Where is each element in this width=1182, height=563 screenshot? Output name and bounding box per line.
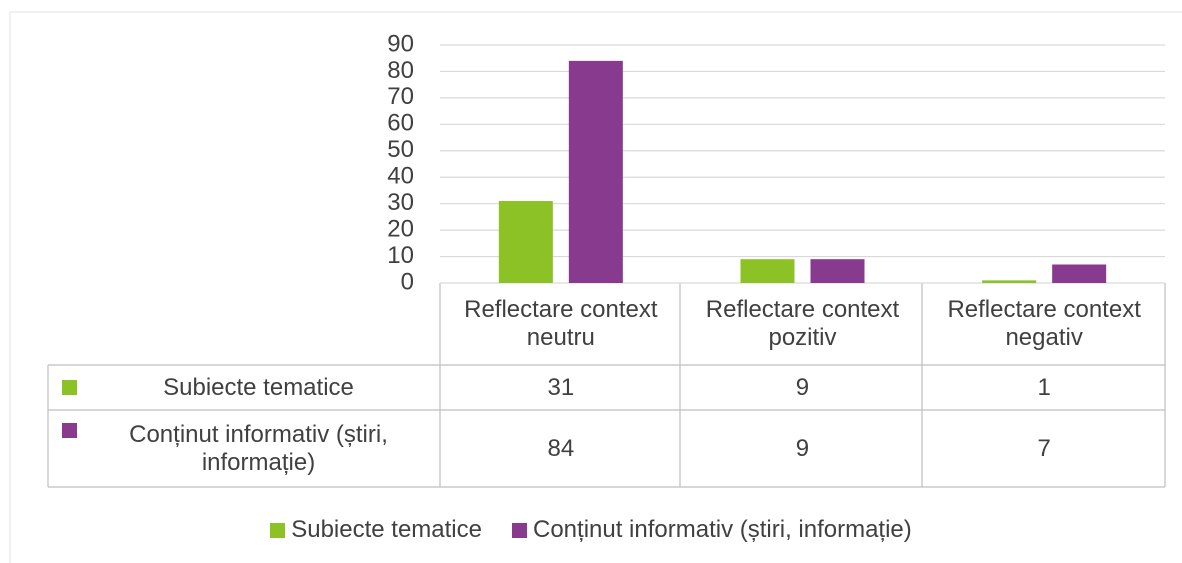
table-value: 9 [795, 373, 810, 401]
table-value: 9 [795, 434, 810, 462]
table-row-label: Subiecte tematice [163, 373, 354, 401]
legend-key [512, 522, 527, 538]
table-value: 1 [1037, 373, 1051, 401]
bar [740, 259, 795, 283]
legend-label: Subiecte tematice [291, 516, 482, 543]
bar [1052, 264, 1107, 283]
category-label: Reflectare context negativ [947, 296, 1141, 351]
y-tick-label: 10 [387, 242, 414, 269]
bar [568, 60, 623, 283]
legend-item: Subiecte tematice [270, 516, 482, 544]
bar [810, 259, 865, 283]
legend: Subiecte tematice Conținut informativ (șt… [0, 510, 1182, 550]
data-table-lines [47, 283, 1166, 488]
table-value: 7 [1037, 434, 1051, 462]
y-tick-label: 30 [387, 189, 414, 216]
y-tick-label: 90 [387, 30, 414, 57]
y-tick-label: 80 [387, 57, 414, 84]
y-tick-label: 60 [387, 110, 414, 137]
y-tick-label: 50 [387, 136, 414, 163]
table-value: 31 [547, 373, 575, 401]
category-label: Reflectare context neutru [464, 296, 658, 351]
table-row-header: Subiecte tematice [48, 365, 440, 410]
table-value: 84 [547, 434, 575, 462]
y-tick-label: 40 [387, 163, 414, 190]
table-row-label: Conținut informativ (știri, informație) [129, 420, 388, 476]
legend-key [62, 380, 77, 395]
y-tick-label: 70 [387, 83, 414, 110]
table-row-header: Conținut informativ (știri, informație) [48, 410, 440, 487]
legend-key [62, 423, 77, 438]
bar [498, 201, 553, 283]
category-label: Reflectare context pozitiv [705, 296, 900, 351]
y-tick-label: 20 [387, 215, 414, 242]
legend-key [270, 522, 286, 538]
bar [982, 280, 1037, 283]
legend-item: Conținut informativ (știri, informație) [512, 516, 912, 544]
legend-label: Conținut informativ (știri, informație) [533, 516, 912, 543]
y-tick-label: 0 [401, 268, 414, 295]
